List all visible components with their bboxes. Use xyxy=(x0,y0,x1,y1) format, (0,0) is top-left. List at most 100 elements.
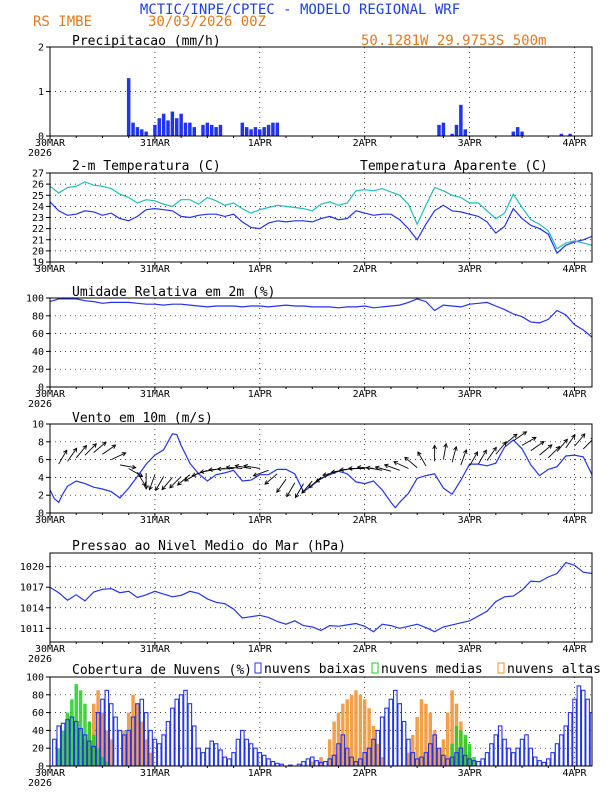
x-tick-label: 30MAR xyxy=(35,768,66,779)
y-tick-label: 0 xyxy=(38,509,44,520)
wind-vector-head xyxy=(176,481,182,486)
cloud-bar-low xyxy=(87,740,92,766)
wind-vector xyxy=(149,474,156,490)
wind-vector xyxy=(513,431,527,442)
cloud-bar-low xyxy=(397,703,402,766)
precip-bar xyxy=(205,122,210,136)
cloud-bar-high xyxy=(327,739,332,766)
panel-frame xyxy=(49,676,593,767)
wind-vector-head xyxy=(383,463,389,469)
cloud-bar-low xyxy=(266,758,271,766)
precip-bar xyxy=(515,127,520,136)
wind-vector-head xyxy=(571,434,576,439)
wind-vector-head xyxy=(143,485,149,490)
header-coords: 50.1281W 29.9753S 500m xyxy=(361,33,546,49)
x-tick-label: 2APR xyxy=(353,138,378,149)
cloud-bar-high xyxy=(424,703,428,766)
wind-vector xyxy=(161,477,173,490)
wind-vector xyxy=(417,451,427,467)
cloud-bar-low xyxy=(148,729,153,766)
wind-vector-head xyxy=(347,466,353,471)
wind-vector xyxy=(243,465,260,469)
wind-vector xyxy=(276,478,287,493)
cloud-bar-low xyxy=(261,754,267,766)
x-year-label: 2026 xyxy=(28,654,52,665)
precip-bar xyxy=(271,122,275,136)
cloud-bar-low xyxy=(423,752,429,766)
x-tick-label: 4APR xyxy=(562,768,587,779)
x-tick-label: 2APR xyxy=(353,768,378,779)
cloud-bar-low xyxy=(135,703,140,766)
wind-vector xyxy=(375,466,392,472)
panel-frame xyxy=(49,297,593,388)
cloud-bar-low xyxy=(139,698,145,766)
cloud-bar-low xyxy=(585,698,590,766)
series-line-mslp-0 xyxy=(50,561,592,633)
cloud-bar-low xyxy=(484,752,490,766)
wind-vector-head xyxy=(322,472,328,477)
cloud-bar-low xyxy=(467,758,472,766)
cloud-bar-low xyxy=(301,760,306,766)
cloud-bar-low xyxy=(231,752,236,766)
cloud-bar-high xyxy=(109,739,113,766)
wind-vector xyxy=(366,467,383,471)
legend-swatch xyxy=(254,662,262,674)
x-tick-label: 4APR xyxy=(562,138,587,149)
wind-vector-head xyxy=(563,438,568,444)
wind-vector xyxy=(75,445,87,459)
x-tick-label: 30MAR xyxy=(35,515,66,526)
y-tick-label: 20 xyxy=(32,365,44,376)
plot-area xyxy=(50,431,592,509)
y-tick-label: 21 xyxy=(32,235,44,246)
cloud-bar-low xyxy=(253,747,258,766)
cloud-bar-low xyxy=(314,760,319,766)
legend-label: nuvens altas xyxy=(507,662,601,677)
cloud-bar-low xyxy=(248,743,254,766)
x-tick-label: 3APR xyxy=(458,515,483,526)
wind-vector xyxy=(477,449,487,465)
wind-vector xyxy=(486,447,497,461)
wind-vector-head xyxy=(330,469,336,474)
cloud-bar-low xyxy=(554,743,560,766)
wind-vector xyxy=(451,446,457,463)
series-line-rh-0 xyxy=(50,298,592,338)
cloud-bar-high xyxy=(319,757,323,766)
cloud-bar-high xyxy=(126,712,131,766)
y-tick-label: 80 xyxy=(32,690,44,701)
wind-vector xyxy=(217,468,234,470)
x-tick-label: 31MAR xyxy=(140,515,171,526)
cloud-bar-mid xyxy=(467,743,472,766)
wind-vector-head xyxy=(539,440,545,446)
panel-frame xyxy=(49,172,593,263)
wind-vector xyxy=(504,433,518,445)
cloud-bar-low xyxy=(528,747,534,766)
y-tick-label: 20 xyxy=(32,246,44,257)
wind-vector xyxy=(295,483,304,498)
cloud-bar-low xyxy=(161,734,166,766)
cloud-bar-low xyxy=(388,698,394,766)
cloud-bar-low xyxy=(209,740,215,766)
cloud-bar-low xyxy=(344,747,350,766)
cloud-bar-high xyxy=(345,699,349,766)
y-tick-label: 23 xyxy=(32,213,44,224)
cloud-bar-low xyxy=(506,747,512,766)
wind-vector-head xyxy=(207,467,213,472)
precip-bar xyxy=(161,113,166,136)
panel-title: Pressao ao Nivel Medio do Mar (hPa) xyxy=(72,539,346,554)
y-tick-label: 25 xyxy=(32,191,44,202)
wind-vector-head xyxy=(463,449,468,454)
legend-swatch xyxy=(497,662,505,674)
wind-vector-head xyxy=(155,486,160,492)
x-tick-label: 2APR xyxy=(353,515,378,526)
precip-bar xyxy=(188,122,192,136)
cloud-bar-mid xyxy=(70,699,74,766)
wind-vector-head xyxy=(131,464,137,470)
cloud-bar-low xyxy=(305,758,311,766)
wind-vector-head xyxy=(432,444,437,450)
wind-vector xyxy=(539,444,553,456)
panel-precip: 01230MAR31MAR1APR2APR3APR4APR5APR2026Pre… xyxy=(28,34,593,159)
precip-bar xyxy=(437,124,441,136)
cloud-bar-low xyxy=(178,694,184,766)
precip-bar xyxy=(258,129,262,136)
y-tick-label: 22 xyxy=(32,224,44,235)
